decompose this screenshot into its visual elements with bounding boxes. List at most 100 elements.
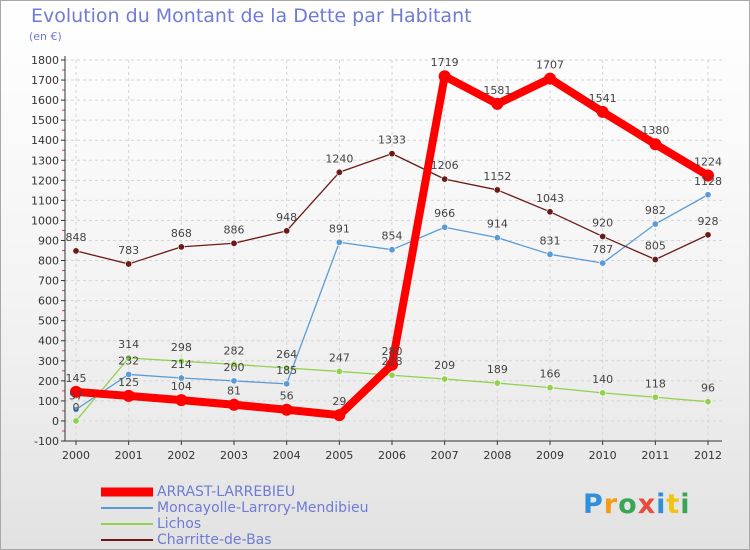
data-label-arrast: 1541	[589, 92, 617, 105]
data-point-arrast	[175, 394, 188, 407]
y-tick-label: 1600	[31, 94, 59, 107]
data-point-lichos	[493, 379, 501, 387]
data-label-lichos: 264	[276, 348, 297, 361]
data-label-arrast: 1707	[536, 59, 564, 72]
data-label-charritte: 848	[66, 231, 87, 244]
data-label-lichos: 118	[645, 377, 666, 390]
data-label-arrast: 1719	[431, 56, 459, 69]
y-tick-label: 700	[38, 275, 59, 288]
data-label-arrast: 1224	[694, 156, 722, 169]
data-point-lichos	[230, 360, 238, 368]
data-point-moncayolle	[283, 380, 291, 388]
data-label-charritte: 1240	[325, 152, 353, 165]
data-point-charritte	[599, 232, 607, 240]
data-label-arrast: 1380	[641, 124, 669, 137]
data-label-moncayolle: 232	[118, 354, 139, 367]
data-point-moncayolle	[177, 374, 185, 382]
data-label-moncayolle: 891	[329, 222, 350, 235]
data-label-moncayolle: 914	[487, 218, 508, 231]
data-label-lichos: 314	[118, 338, 139, 351]
x-tick-label: 2000	[62, 449, 90, 462]
data-label-moncayolle: 831	[540, 234, 561, 247]
data-point-charritte	[388, 150, 396, 158]
y-tick-label: 1500	[31, 114, 59, 127]
data-point-moncayolle	[704, 191, 712, 199]
data-label-moncayolle: 854	[382, 230, 403, 243]
legend-label-arrast: ARRAST-LARREBIEU	[157, 484, 296, 500]
data-point-lichos	[651, 393, 659, 401]
data-label-charritte: 783	[118, 244, 139, 257]
data-point-moncayolle	[546, 250, 554, 258]
data-point-arrast	[122, 389, 135, 402]
data-label-moncayolle: 57	[69, 390, 83, 403]
data-point-arrast	[491, 97, 504, 110]
y-tick-label: 400	[38, 335, 59, 348]
data-point-charritte	[283, 227, 291, 235]
data-point-moncayolle	[388, 246, 396, 254]
data-point-moncayolle	[72, 406, 80, 414]
legend-swatch-charritte	[101, 539, 153, 541]
data-point-moncayolle	[599, 259, 607, 267]
data-label-arrast: 56	[280, 390, 294, 403]
legend-swatch-moncayolle	[101, 507, 153, 509]
y-tick-label: 300	[38, 355, 59, 368]
y-tick-label: 0	[52, 415, 59, 428]
x-tick-label: 2012	[694, 449, 722, 462]
data-point-charritte	[441, 175, 449, 183]
data-label-charritte: 1333	[378, 134, 406, 147]
data-point-moncayolle	[230, 377, 238, 385]
legend-swatch-lichos	[101, 523, 153, 525]
x-tick-label: 2001	[115, 449, 143, 462]
data-point-charritte	[704, 231, 712, 239]
x-tick-label: 2004	[273, 449, 301, 462]
data-point-lichos	[283, 364, 291, 372]
x-tick-label: 2008	[483, 449, 511, 462]
x-tick-label: 2006	[378, 449, 406, 462]
data-point-lichos	[388, 371, 396, 379]
data-label-lichos: 282	[224, 344, 245, 357]
data-label-lichos: 166	[540, 368, 561, 381]
data-point-arrast	[702, 169, 714, 182]
proxiti-logo: Proxiti	[583, 489, 691, 520]
data-point-lichos	[441, 375, 449, 383]
data-label-charritte: 1206	[431, 159, 459, 172]
data-point-moncayolle	[441, 223, 449, 231]
y-tick-label: 1000	[31, 214, 59, 227]
data-point-charritte	[72, 247, 80, 255]
data-label-charritte: 1043	[536, 192, 564, 205]
y-tick-label: 1800	[31, 54, 59, 67]
y-tick-label: 900	[38, 234, 59, 247]
x-tick-label: 2007	[431, 449, 459, 462]
data-point-moncayolle	[651, 220, 659, 228]
data-point-arrast	[333, 409, 346, 422]
data-point-arrast	[438, 70, 451, 83]
data-point-charritte	[230, 239, 238, 247]
legend-swatch-arrast	[101, 487, 153, 497]
data-point-charritte	[177, 243, 185, 251]
data-label-arrast: 145	[66, 372, 87, 385]
x-tick-label: 2002	[167, 449, 195, 462]
x-tick-label: 2009	[536, 449, 564, 462]
data-point-moncayolle	[335, 238, 343, 246]
y-tick-label: 1700	[31, 74, 59, 87]
data-point-lichos	[335, 367, 343, 375]
data-point-arrast	[70, 385, 82, 398]
data-label-lichos: 298	[171, 341, 192, 354]
y-tick-label: 200	[38, 375, 59, 388]
y-tick-label: 1200	[31, 174, 59, 187]
data-point-charritte	[125, 260, 133, 268]
data-label-arrast: 81	[227, 385, 241, 398]
data-point-arrast	[649, 138, 662, 151]
data-label-charritte: 920	[592, 216, 613, 229]
data-label-charritte: 886	[224, 223, 245, 236]
data-point-lichos	[704, 398, 712, 406]
x-tick-label: 2010	[589, 449, 617, 462]
y-tick-label: 1300	[31, 154, 59, 167]
data-label-arrast: 1581	[483, 84, 511, 97]
data-point-arrast	[280, 403, 293, 416]
data-point-arrast	[228, 398, 240, 411]
data-label-moncayolle: 787	[592, 243, 613, 256]
data-point-charritte	[651, 256, 659, 264]
y-tick-label: 800	[38, 255, 59, 268]
